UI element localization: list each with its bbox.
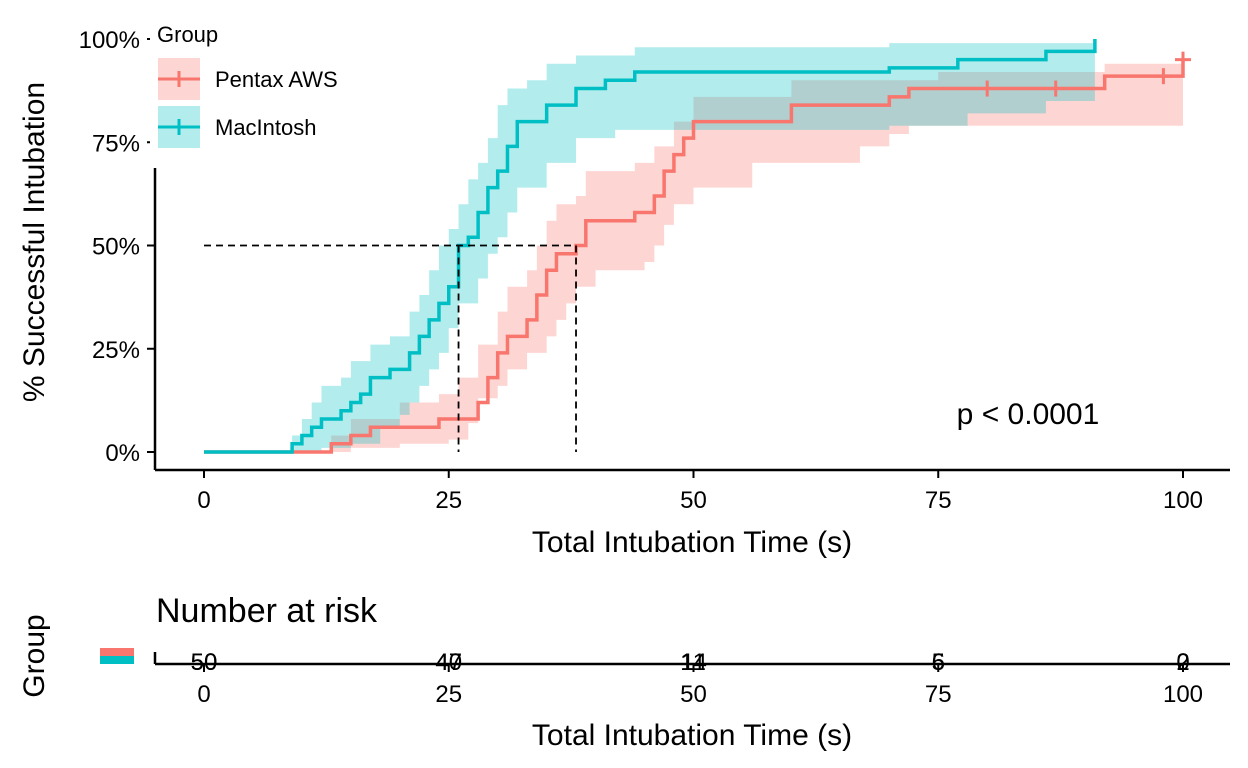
median-reference-lines — [204, 244, 577, 452]
macintosh-risk-count: 0 — [1176, 649, 1189, 676]
y-tick-label: 75% — [92, 130, 140, 157]
risk-x-tick-label: 100 — [1163, 681, 1203, 708]
pentax-aws-censor-mark — [1175, 51, 1191, 68]
y-axis-title: % Successful Intubation — [18, 82, 51, 402]
x-ticks: 0 25 50 75 100 — [197, 470, 1203, 514]
legend-title: Group — [157, 22, 218, 47]
legend-background — [150, 20, 400, 165]
x-tick-label: 75 — [925, 487, 952, 514]
risk-x-tick-label: 75 — [925, 681, 952, 708]
risk-x-axis-title: Total Intubation Time (s) — [532, 719, 852, 752]
x-tick-label: 0 — [197, 487, 210, 514]
x-axis-title: Total Intubation Time (s) — [532, 526, 852, 559]
censor-marks — [979, 51, 1191, 97]
pentax-aws-censor-mark — [979, 80, 996, 97]
macintosh-risk-count: 6 — [932, 649, 945, 676]
legend-label-pentax: Pentax AWS — [215, 67, 338, 92]
risk-table-title: Number at risk — [156, 592, 378, 630]
x-tick-label: 100 — [1163, 487, 1203, 514]
risk-x-ticks: 0 25 50 75 100 — [197, 664, 1203, 708]
pentax-aws-censor-mark — [1155, 68, 1172, 85]
pentax-aws-survival-curve — [204, 59, 1185, 454]
risk-x-tick-label: 50 — [680, 681, 707, 708]
legend-item-macintosh: MacIntosh — [158, 106, 317, 148]
y-tick-label: 25% — [92, 337, 140, 364]
pentax-aws-censor-mark — [1047, 80, 1064, 97]
risk-table-y-title: Group — [18, 614, 51, 697]
risk-x-tick-label: 25 — [435, 681, 462, 708]
risk-key-pentax — [100, 648, 134, 656]
y-tick-label: 0% — [105, 440, 140, 467]
y-ticks: 0% 25% 50% 75% 100% — [79, 27, 155, 467]
risk-key-macintosh — [100, 656, 134, 664]
p-value-annotation: p < 0.0001 — [957, 398, 1100, 431]
y-tick-label: 50% — [92, 234, 140, 261]
risk-numbers: 50 47 14 5 250 40 11 6 0 — [191, 649, 1190, 676]
legend-item-pentax: Pentax AWS — [158, 58, 338, 100]
pentax-aws-risk-count: 5 — [932, 649, 945, 676]
x-tick-label: 50 — [680, 487, 707, 514]
y-tick-label: 100% — [79, 27, 140, 54]
risk-x-tick-label: 0 — [197, 681, 210, 708]
pentax-aws-risk-count: 2 — [1176, 649, 1189, 676]
macintosh-confidence-band — [204, 39, 1095, 452]
legend-label-macintosh: MacIntosh — [215, 115, 317, 140]
legend: Group Pentax AWS MacIntosh — [150, 20, 400, 165]
x-tick-label: 25 — [435, 487, 462, 514]
